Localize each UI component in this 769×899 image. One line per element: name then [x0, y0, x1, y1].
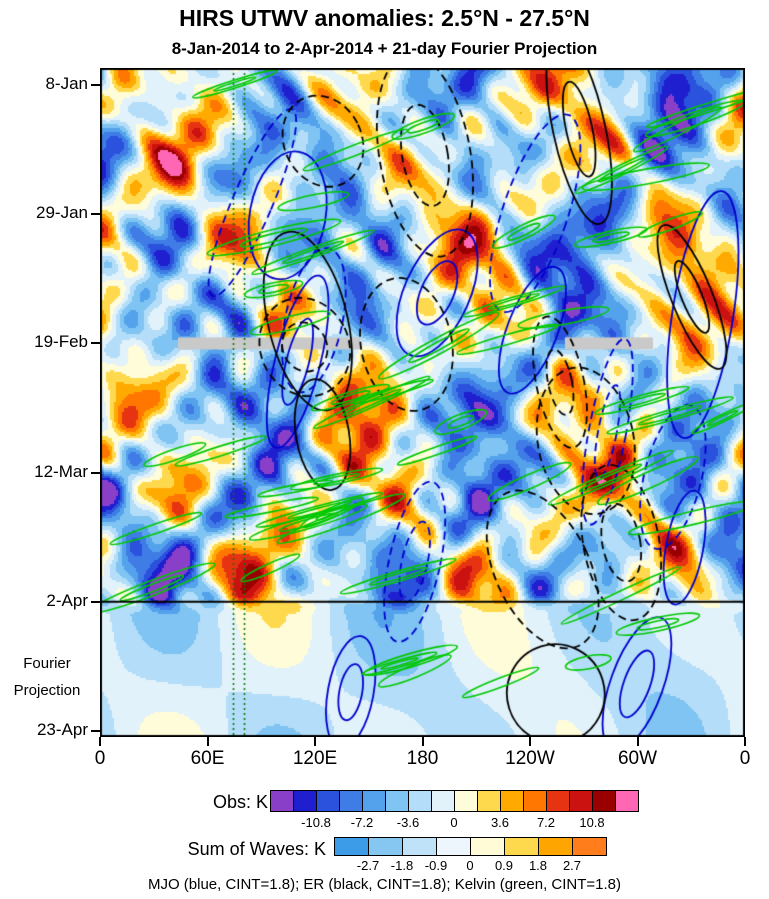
- waves-colorbar-chip: [436, 837, 471, 856]
- obs-colorbar-chip: [454, 790, 478, 812]
- obs-colorbar-chip: [592, 790, 616, 812]
- waves-colorbar-chip: [402, 837, 437, 856]
- obs-colorbar-chip: [477, 790, 501, 812]
- obs-colorbar-chip: [316, 790, 340, 812]
- y-tick-mark: [91, 213, 100, 216]
- y-tick-label: 19-Feb: [34, 332, 88, 352]
- waves-colorbar-tick-label: -2.7: [356, 858, 380, 873]
- obs-colorbar-chip: [569, 790, 593, 812]
- x-tick-label: 0: [94, 748, 106, 769]
- waves-colorbar-chip: [470, 837, 505, 856]
- waves-colorbar-tick-label: -1.8: [390, 858, 414, 873]
- x-tick-label: 120E: [292, 748, 338, 769]
- obs-colorbar-chip: [615, 790, 639, 812]
- waves-colorbar-tick-label: 2.7: [562, 858, 582, 873]
- obs-colorbar: [270, 790, 639, 812]
- y-tick-mark: [91, 84, 100, 86]
- chart-title: HIRS UTWV anomalies: 2.5°N - 27.5°N: [179, 5, 590, 31]
- y-tick-label: 12-Mar: [34, 461, 88, 481]
- y-tick-label: 23-Apr: [36, 720, 88, 739]
- obs-colorbar-tick-label: 3.6: [490, 815, 510, 830]
- x-tick-mark: [636, 737, 639, 746]
- fourier-projection-line1: Fourier: [23, 655, 71, 672]
- x-tick-label: 60E: [190, 748, 225, 769]
- x-tick-mark: [744, 737, 746, 746]
- obs-colorbar-chip: [293, 790, 317, 812]
- obs-colorbar-chip: [523, 790, 547, 812]
- x-tick-label: 180: [406, 748, 439, 769]
- chart-subtitle: 8-Jan-2014 to 2-Apr-2014 + 21-day Fourie…: [171, 39, 598, 58]
- waves-colorbar-chip: [572, 837, 607, 856]
- y-tick-mark: [91, 342, 100, 345]
- y-tick-mark: [91, 471, 100, 474]
- obs-colorbar-chip: [270, 790, 294, 812]
- x-tick-mark: [99, 737, 101, 746]
- waves-colorbar-chip: [334, 837, 369, 856]
- obs-colorbar-tick-label: 7.2: [536, 815, 556, 830]
- x-tick-label: 120W: [505, 748, 555, 769]
- waves-colorbar-chip: [538, 837, 573, 856]
- obs-colorbar-tick-label: -7.2: [350, 815, 374, 830]
- obs-colorbar-tick-label: -10.8: [301, 815, 331, 830]
- waves-colorbar: [334, 837, 607, 856]
- obs-colorbar-chip: [546, 790, 570, 812]
- x-tick-mark: [314, 737, 316, 746]
- waves-colorbar-tick-label: 0.9: [494, 858, 514, 873]
- obs-colorbar-chip: [500, 790, 524, 812]
- obs-colorbar-chip: [362, 790, 386, 812]
- obs-colorbar-chip: [385, 790, 409, 812]
- obs-colorbar-tick-label: -3.6: [396, 815, 420, 830]
- waves-colorbar-chip: [368, 837, 403, 856]
- x-tick-label: 0: [739, 748, 751, 769]
- hovmoller-plot-canvas: [100, 68, 745, 737]
- x-tick-label: 60W: [617, 748, 658, 769]
- obs-colorbar-chip: [408, 790, 432, 812]
- y-tick-label: 8-Jan: [45, 74, 88, 93]
- fourier-projection-line2: Projection: [13, 682, 81, 699]
- obs-colorbar-tick-label: 0: [450, 815, 458, 830]
- x-tick-mark: [421, 737, 424, 746]
- y-tick-label: 2-Apr: [46, 590, 88, 610]
- x-tick-mark: [529, 737, 531, 746]
- x-tick-mark: [206, 737, 209, 746]
- waves-colorbar-label: Sum of Waves: K: [187, 839, 326, 859]
- obs-colorbar-chip: [339, 790, 363, 812]
- waves-colorbar-tick-label: 0: [466, 858, 474, 873]
- waves-colorbar-tick-label: 1.8: [528, 858, 548, 873]
- waves-colorbar-chip: [504, 837, 539, 856]
- fourier-projection-label: Fourier Projection: [0, 650, 94, 704]
- y-tick-mark: [91, 600, 100, 603]
- obs-colorbar-label: Obs: K: [212, 792, 268, 812]
- y-tick-mark: [91, 730, 100, 732]
- contour-legend-caption: MJO (blue, CINT=1.8); ER (black, CINT=1.…: [147, 876, 622, 893]
- obs-colorbar-chip: [431, 790, 455, 812]
- waves-colorbar-tick-label: -0.9: [424, 858, 448, 873]
- obs-colorbar-tick-label: 10.8: [579, 815, 605, 830]
- y-tick-label: 29-Jan: [36, 203, 88, 223]
